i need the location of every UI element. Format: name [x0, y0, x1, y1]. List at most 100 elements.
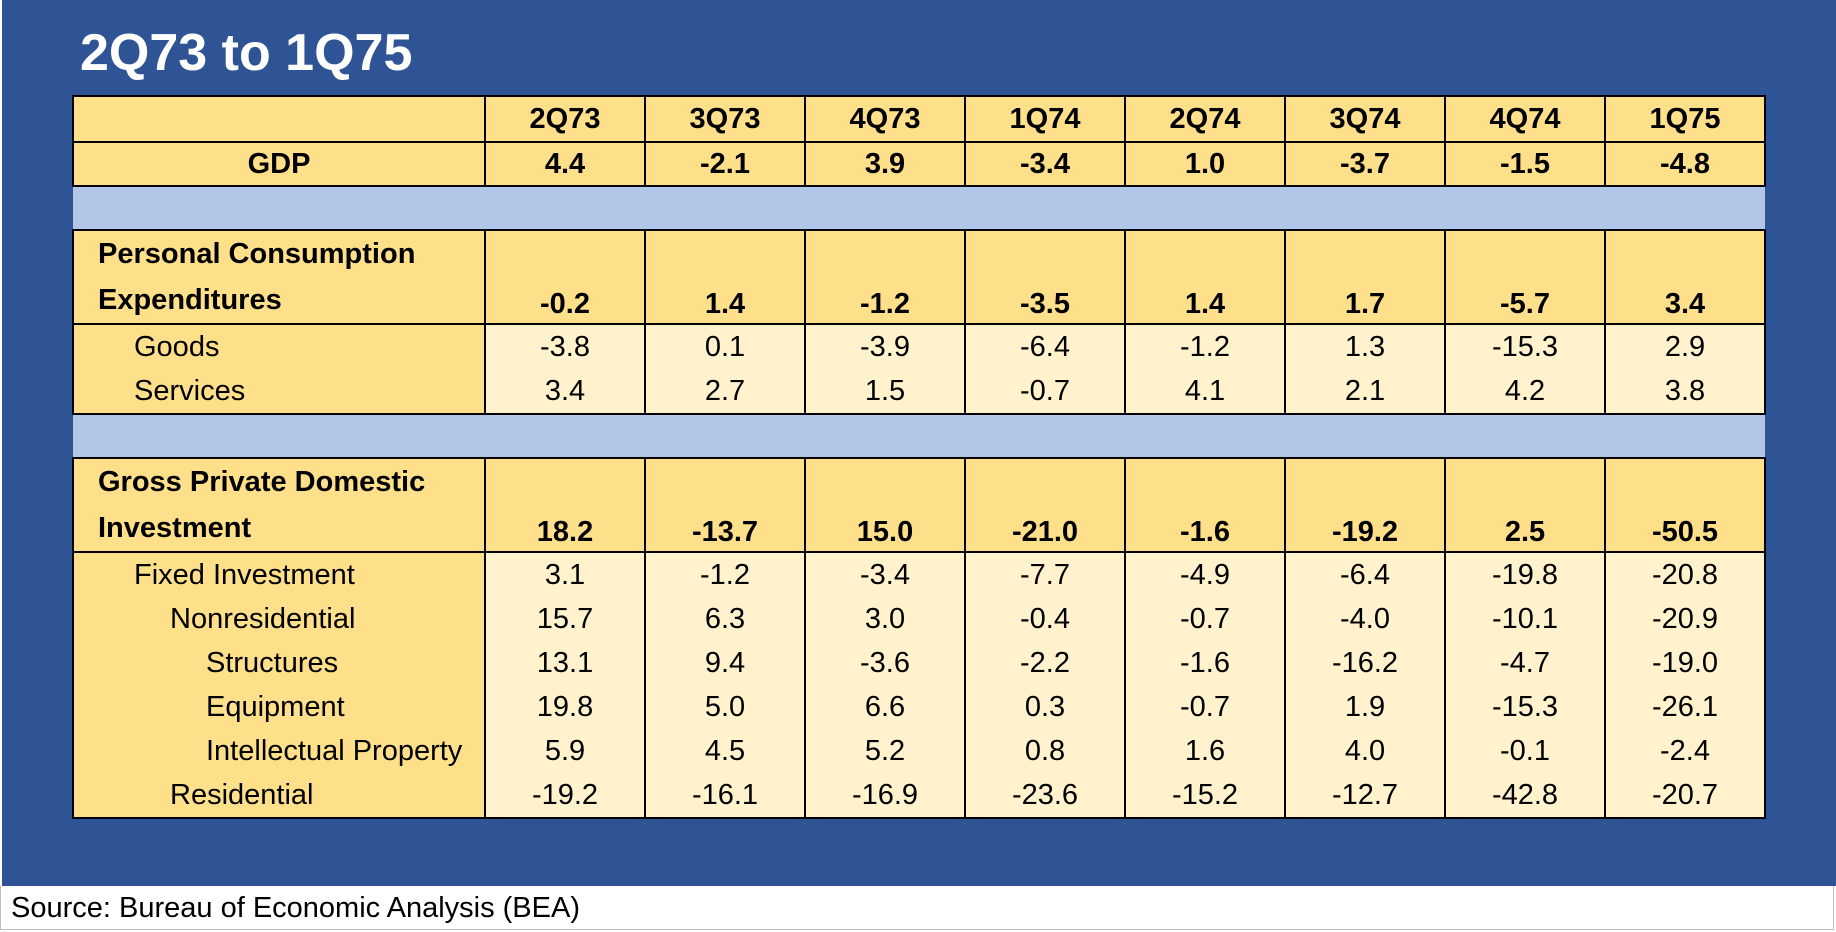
value-cell: -23.6 [964, 773, 1126, 819]
value-cell: -5.7 [1444, 229, 1606, 325]
value-cell: -4.7 [1444, 641, 1606, 685]
spacer-cell [73, 413, 1765, 459]
value-cell: -3.9 [804, 323, 966, 369]
value-cell: 0.3 [964, 685, 1126, 729]
value-cell: -15.3 [1444, 323, 1606, 369]
value-cell: -1.2 [1124, 323, 1286, 369]
header-cell: 3Q73 [644, 95, 806, 143]
table-row-structures: Structures 13.1 9.4 -3.6 -2.2 -1.6 -16.2… [72, 641, 1766, 685]
value-cell: -4.8 [1604, 141, 1766, 187]
value-cell: 18.2 [484, 457, 646, 553]
header-cell: 4Q74 [1444, 95, 1606, 143]
value-cell: 3.4 [484, 369, 646, 415]
value-cell: -2.4 [1604, 729, 1766, 773]
value-cell: -2.2 [964, 641, 1126, 685]
value-cell: -0.1 [1444, 729, 1606, 773]
value-cell: 4.5 [644, 729, 806, 773]
table-row-services: Services 3.4 2.7 1.5 -0.7 4.1 2.1 4.2 3.… [72, 369, 1766, 415]
value-cell: 4.4 [484, 141, 646, 187]
value-cell: 19.8 [484, 685, 646, 729]
value-cell: -4.9 [1124, 551, 1286, 597]
header-cell: 2Q74 [1124, 95, 1286, 143]
value-cell: 3.1 [484, 551, 646, 597]
source-note: Source: Bureau of Economic Analysis (BEA… [0, 886, 1834, 930]
row-label: Gross Private Domestic Investment [72, 457, 486, 553]
row-label: Fixed Investment [72, 551, 486, 597]
header-label-cell [72, 95, 486, 143]
spacer-cell [73, 185, 1765, 231]
value-cell: -13.7 [644, 457, 806, 553]
value-cell: -1.2 [804, 229, 966, 325]
value-cell: -20.8 [1604, 551, 1766, 597]
value-cell: -2.1 [644, 141, 806, 187]
row-label: Goods [72, 323, 486, 369]
value-cell: -19.2 [484, 773, 646, 819]
value-cell: -0.7 [1124, 597, 1286, 641]
value-cell: 9.4 [644, 641, 806, 685]
value-cell: -1.6 [1124, 457, 1286, 553]
value-cell: -1.6 [1124, 641, 1286, 685]
value-cell: 0.1 [644, 323, 806, 369]
value-cell: -4.0 [1284, 597, 1446, 641]
table-row-goods: Goods -3.8 0.1 -3.9 -6.4 -1.2 1.3 -15.3 … [72, 323, 1766, 369]
value-cell: -0.7 [1124, 685, 1286, 729]
row-label: Intellectual Property [72, 729, 486, 773]
value-cell: 3.0 [804, 597, 966, 641]
value-cell: 4.2 [1444, 369, 1606, 415]
value-cell: -15.2 [1124, 773, 1286, 819]
value-cell: -15.3 [1444, 685, 1606, 729]
value-cell: 1.0 [1124, 141, 1286, 187]
value-cell: 13.1 [484, 641, 646, 685]
value-cell: -16.9 [804, 773, 966, 819]
value-cell: 2.9 [1604, 323, 1766, 369]
value-cell: 3.4 [1604, 229, 1766, 325]
value-cell: -16.2 [1284, 641, 1446, 685]
value-cell: -3.5 [964, 229, 1126, 325]
table-row-pce: Personal Consumption Expenditures -0.2 1… [72, 229, 1766, 325]
value-cell: 4.0 [1284, 729, 1446, 773]
row-label: Residential [72, 773, 486, 819]
value-cell: -0.7 [964, 369, 1126, 415]
value-cell: 2.7 [644, 369, 806, 415]
value-cell: 3.8 [1604, 369, 1766, 415]
row-label: Equipment [72, 685, 486, 729]
row-label: Structures [72, 641, 486, 685]
table-row-equipment: Equipment 19.8 5.0 6.6 0.3 -0.7 1.9 -15.… [72, 685, 1766, 729]
value-cell: 1.6 [1124, 729, 1286, 773]
header-cell: 3Q74 [1284, 95, 1446, 143]
value-cell: 15.0 [804, 457, 966, 553]
value-cell: -6.4 [1284, 551, 1446, 597]
value-cell: -7.7 [964, 551, 1126, 597]
value-cell: 1.5 [804, 369, 966, 415]
value-cell: -3.4 [964, 141, 1126, 187]
spacer-row [73, 185, 1765, 231]
value-cell: 5.2 [804, 729, 966, 773]
value-cell: -19.0 [1604, 641, 1766, 685]
value-cell: -3.4 [804, 551, 966, 597]
value-cell: 1.9 [1284, 685, 1446, 729]
value-cell: -20.9 [1604, 597, 1766, 641]
value-cell: 3.9 [804, 141, 966, 187]
value-cell: -50.5 [1604, 457, 1766, 553]
header-cell: 1Q74 [964, 95, 1126, 143]
header-cell: 2Q73 [484, 95, 646, 143]
value-cell: 6.6 [804, 685, 966, 729]
value-cell: 2.1 [1284, 369, 1446, 415]
table-row-nonresidential: Nonresidential 15.7 6.3 3.0 -0.4 -0.7 -4… [72, 597, 1766, 641]
value-cell: 1.4 [1124, 229, 1286, 325]
value-cell: 1.7 [1284, 229, 1446, 325]
value-cell: 5.9 [484, 729, 646, 773]
header-cell: 4Q73 [804, 95, 966, 143]
value-cell: -0.4 [964, 597, 1126, 641]
table-row-gdp: GDP 4.4 -2.1 3.9 -3.4 1.0 -3.7 -1.5 -4.8 [72, 141, 1766, 187]
value-cell: -20.7 [1604, 773, 1766, 819]
row-label: Nonresidential [72, 597, 486, 641]
value-cell: -1.2 [644, 551, 806, 597]
table-row-gpdi: Gross Private Domestic Investment 18.2 -… [72, 457, 1766, 553]
value-cell: -19.2 [1284, 457, 1446, 553]
value-cell: 1.4 [644, 229, 806, 325]
value-cell: -26.1 [1604, 685, 1766, 729]
page-title: 2Q73 to 1Q75 [80, 24, 413, 82]
spacer-row [73, 413, 1765, 459]
table-row-intellectual-property: Intellectual Property 5.9 4.5 5.2 0.8 1.… [72, 729, 1766, 773]
